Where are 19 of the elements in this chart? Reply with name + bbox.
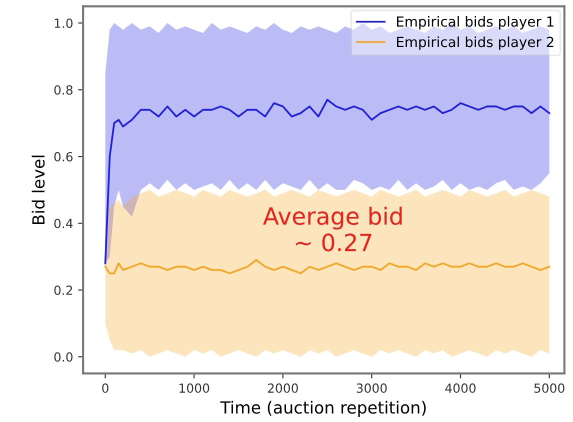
y-tick-label: 0.4 <box>54 218 73 228</box>
y-tick-label: 0.2 <box>54 286 72 295</box>
x-tick-label: 5000 <box>534 383 564 393</box>
legend-label: Empirical bids player 2 <box>397 36 554 50</box>
x-tick-label: 4000 <box>445 383 476 393</box>
y-tick-label: 0.8 <box>54 85 73 95</box>
x-axis-title: Time (auction repetition) <box>220 400 426 417</box>
y-axis-title: Bid level <box>32 156 45 224</box>
x-tick-label: 0 <box>102 383 108 393</box>
y-tick-label: 0.0 <box>54 352 73 362</box>
x-tick-label: 3000 <box>356 383 387 393</box>
y-tick-label: 1.0 <box>54 18 73 28</box>
line-series <box>104 259 550 274</box>
y-tick-label: 0.6 <box>54 152 73 162</box>
x-tick-label: 1000 <box>180 383 210 393</box>
legend-label: Empirical bids player 1 <box>397 16 554 30</box>
line-series <box>104 98 550 264</box>
x-tick-label: 2000 <box>268 383 298 393</box>
annotation: Average bid ∼ 0.27 <box>263 206 402 252</box>
